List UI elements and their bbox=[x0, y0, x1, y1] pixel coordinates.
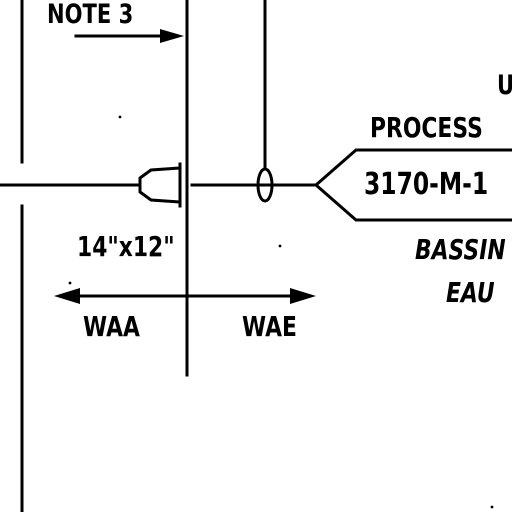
scan-speck bbox=[118, 115, 122, 119]
eau-label: EAU bbox=[446, 276, 495, 309]
top-right-fragment: U bbox=[497, 72, 512, 99]
scan-speck bbox=[278, 244, 282, 248]
scan-speck bbox=[490, 505, 494, 509]
process-label: PROCESS bbox=[370, 111, 483, 144]
reducer-size-label: 14"x12" bbox=[77, 230, 175, 263]
bassin-label: BASSIN bbox=[415, 233, 506, 266]
scan-speck bbox=[68, 281, 72, 285]
wae-label: WAE bbox=[242, 310, 297, 343]
note-label: NOTE 3 bbox=[47, 0, 134, 30]
reducer-symbol bbox=[138, 166, 182, 204]
line-number-label: 3170-M-1 bbox=[364, 167, 489, 202]
orifice-ellipse bbox=[256, 167, 274, 203]
note-arrowhead bbox=[160, 29, 184, 43]
boundary-arrowhead-right bbox=[290, 288, 316, 304]
boundary-arrowhead-left bbox=[54, 288, 80, 304]
off-page-connector bbox=[313, 148, 512, 222]
waa-label: WAA bbox=[83, 310, 140, 343]
